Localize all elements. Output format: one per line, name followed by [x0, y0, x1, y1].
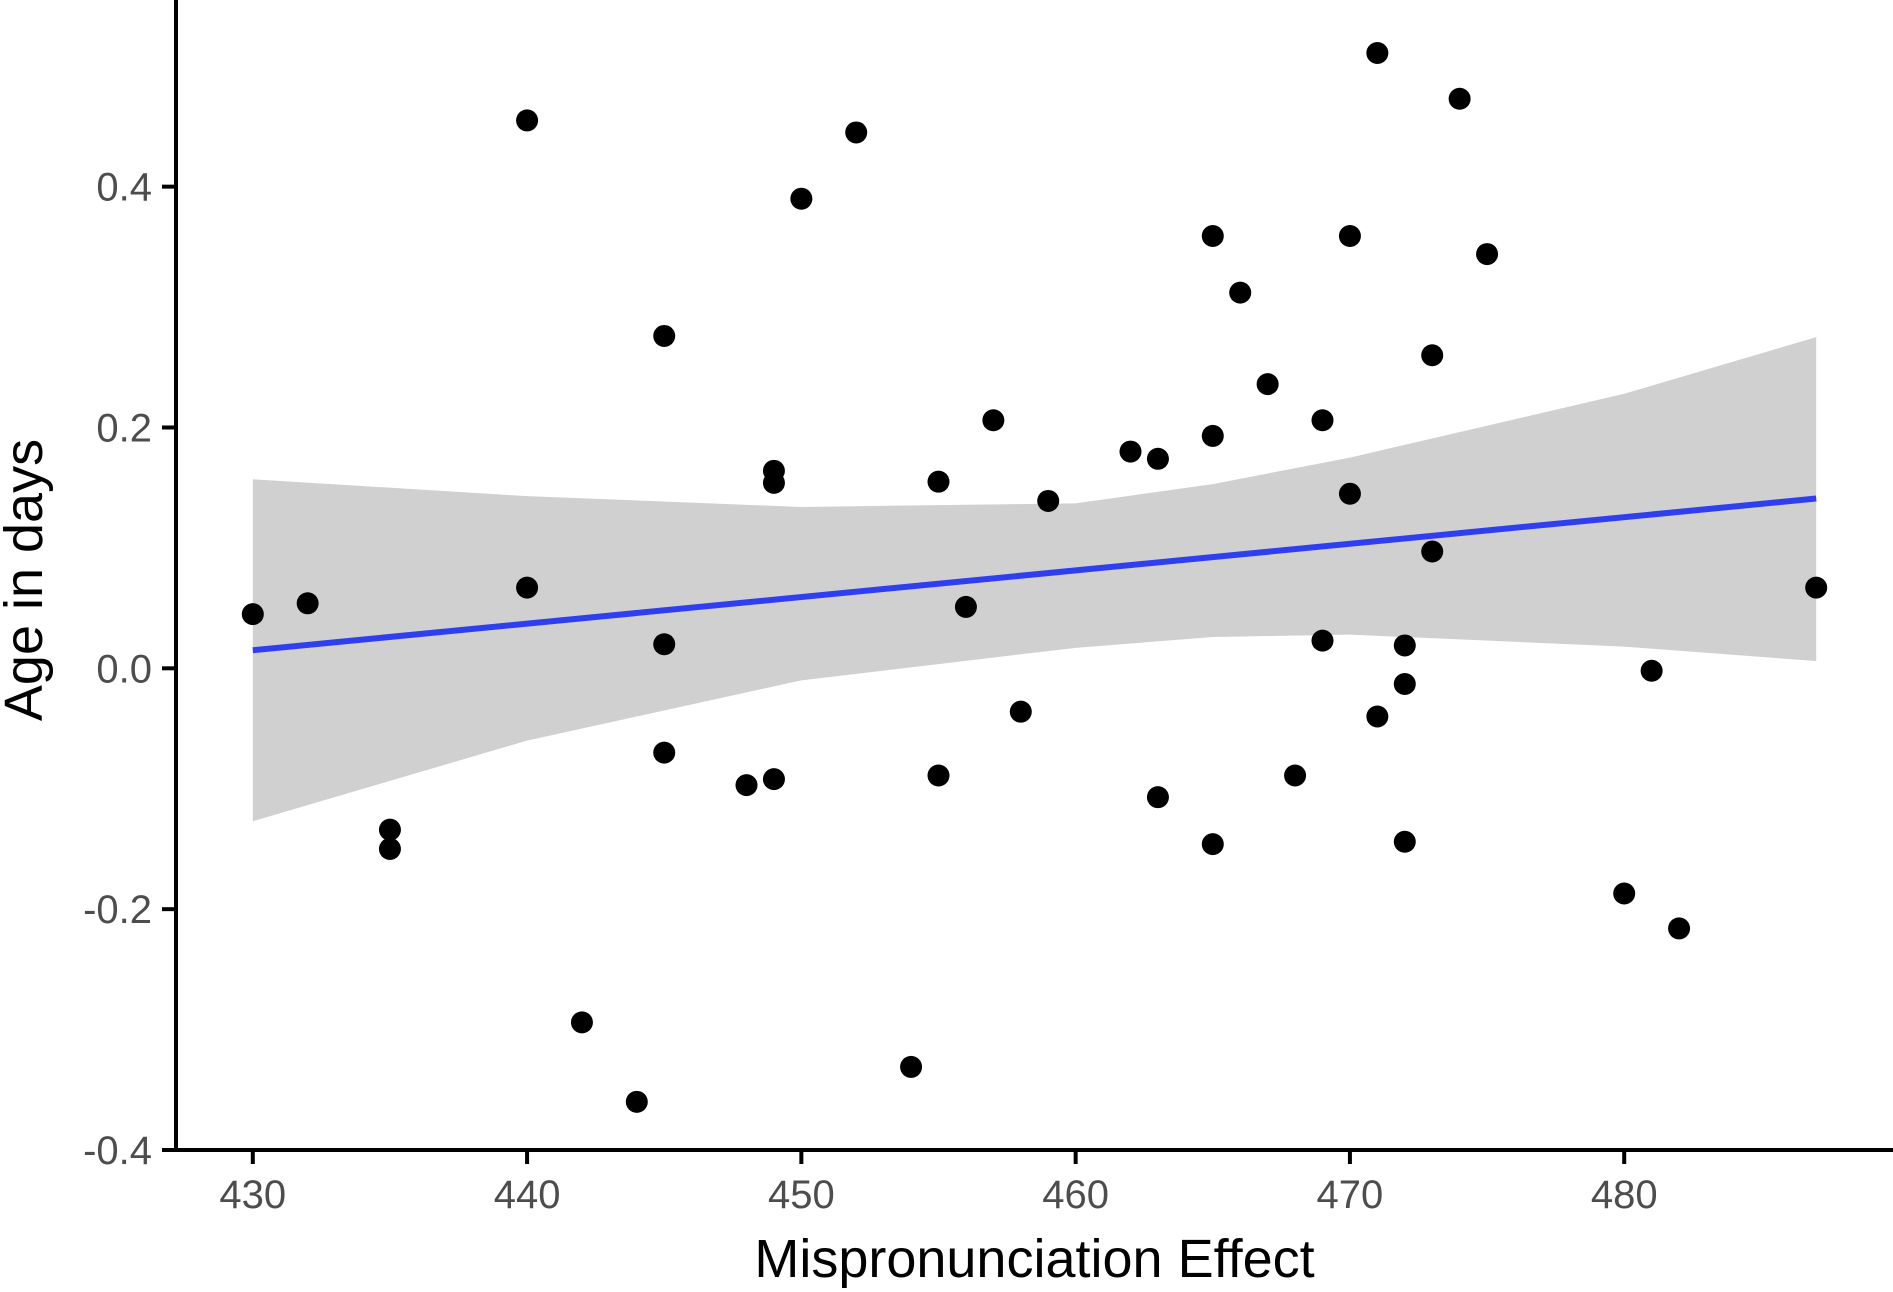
x-tick-label: 470 [1317, 1173, 1384, 1217]
data-point [1256, 373, 1279, 396]
data-point [1338, 482, 1361, 505]
x-tick-label: 460 [1042, 1173, 1109, 1217]
y-axis-ticks: -0.4 -0.2 0.0 0.2 0.4 [83, 166, 176, 1173]
x-axis-title: Mispronunciation Effect [754, 1229, 1314, 1289]
data-point [241, 603, 264, 626]
data-point [1201, 833, 1224, 856]
data-point [1119, 440, 1142, 463]
data-point [1613, 882, 1636, 905]
data-point [1311, 629, 1334, 652]
data-point [1311, 409, 1334, 432]
axes [174, 0, 1893, 1152]
data-point [1668, 917, 1691, 940]
data-point [570, 1011, 593, 1034]
x-axis-ticks: 430 440 450 460 470 480 [219, 1150, 1658, 1217]
data-point [1146, 786, 1169, 809]
y-tick-label: 0.2 [96, 406, 152, 450]
data-point [927, 764, 950, 787]
data-point [1201, 424, 1224, 447]
data-point [625, 1090, 648, 1113]
data-point [927, 470, 950, 493]
data-point [900, 1055, 923, 1078]
data-point [653, 324, 676, 347]
data-point [378, 837, 401, 860]
data-point [1366, 705, 1389, 728]
data-point [1229, 281, 1252, 304]
y-tick-label: -0.4 [83, 1129, 152, 1173]
data-point [1640, 659, 1663, 682]
data-point [516, 109, 539, 132]
data-point [1393, 672, 1416, 695]
data-point [1393, 634, 1416, 657]
data-point [1146, 447, 1169, 470]
data-point [516, 576, 539, 599]
data-point [653, 741, 676, 764]
confidence-band-layer [252, 337, 1817, 822]
x-tick-label: 430 [219, 1173, 286, 1217]
data-point [1393, 830, 1416, 853]
data-point [296, 592, 319, 615]
data-point [1805, 576, 1828, 599]
data-point [653, 633, 676, 656]
data-point [762, 471, 785, 494]
y-tick-label: 0.0 [96, 647, 152, 691]
data-point [1284, 764, 1307, 787]
data-point [1476, 243, 1499, 266]
x-tick-label: 440 [494, 1173, 561, 1217]
x-tick-label: 480 [1591, 1173, 1658, 1217]
data-points-layer [241, 41, 1828, 1113]
confidence-band [252, 337, 1817, 822]
data-point [845, 121, 868, 144]
data-point [1338, 225, 1361, 248]
data-point [1421, 540, 1444, 563]
data-point [982, 409, 1005, 432]
y-tick-label: -0.2 [83, 888, 152, 932]
regression-line [252, 495, 1817, 654]
data-point [1366, 41, 1389, 64]
data-point [1009, 700, 1032, 723]
data-point [378, 818, 401, 841]
data-point [954, 595, 977, 618]
data-point [1037, 489, 1060, 512]
data-point [1421, 344, 1444, 367]
fit-line-layer [252, 495, 1817, 654]
y-tick-label: 0.4 [96, 166, 152, 210]
data-point [735, 774, 758, 797]
data-point [1448, 87, 1471, 110]
data-point [790, 187, 813, 210]
data-point [1201, 225, 1224, 248]
data-point [762, 768, 785, 791]
y-axis-title: Age in days [0, 439, 54, 721]
x-tick-label: 450 [768, 1173, 835, 1217]
